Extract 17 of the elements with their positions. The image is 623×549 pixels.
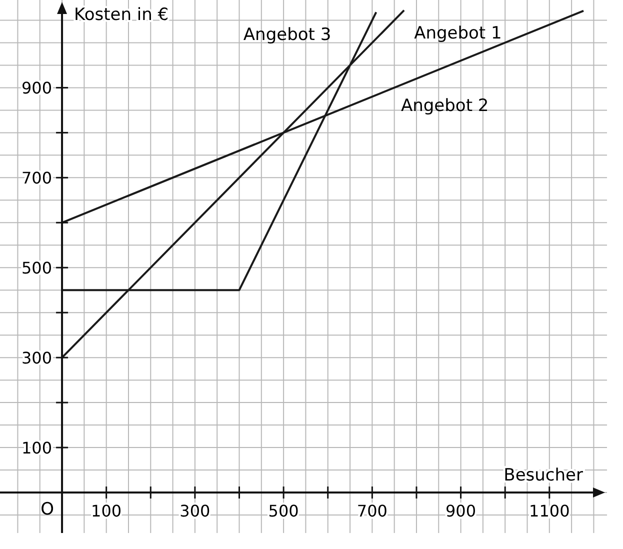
y-tick-label: 900: [21, 78, 52, 98]
series-label: Angebot 3: [243, 25, 332, 46]
series-label: Angebot 1: [414, 23, 502, 44]
x-tick-label: 1100: [529, 502, 570, 521]
series-label: Angebot 2: [400, 96, 489, 116]
x-tick-label: 500: [268, 502, 299, 521]
y-tick-label: 500: [21, 258, 52, 278]
y-tick-label: 300: [21, 348, 52, 368]
x-tick-label: 900: [446, 502, 476, 521]
y-tick-label: 100: [21, 438, 52, 458]
x-tick-label: 700: [356, 502, 388, 521]
x-axis-title: Besucher: [504, 466, 584, 486]
y-tick-label: 700: [21, 168, 52, 188]
y-axis-title: Kosten in €: [74, 5, 169, 25]
annotation: O: [40, 500, 54, 520]
x-tick-label: 300: [180, 502, 210, 521]
x-tick-label: 100: [91, 502, 122, 521]
